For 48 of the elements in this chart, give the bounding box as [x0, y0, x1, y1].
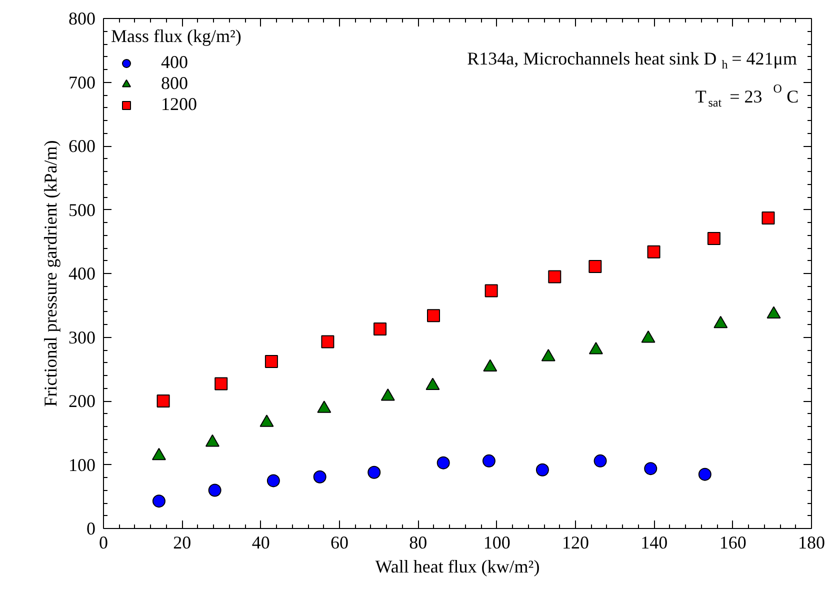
- y-tick-label: 400: [68, 264, 96, 284]
- point: [536, 463, 549, 476]
- point: [321, 335, 334, 348]
- point: [152, 494, 166, 508]
- point: [313, 470, 326, 484]
- x-tick-label: 100: [483, 532, 510, 552]
- y-tick-label: 700: [68, 72, 96, 92]
- legend-label: 1200: [161, 94, 197, 115]
- point: [707, 232, 720, 245]
- point: [644, 462, 658, 476]
- legend-label: 400: [161, 52, 188, 73]
- point: [698, 468, 712, 481]
- point: [156, 394, 170, 408]
- y-tick-label: 0: [86, 518, 96, 538]
- x-tick-label: 0: [99, 532, 108, 552]
- x-tick-label: 80: [409, 532, 428, 552]
- point: [214, 377, 228, 390]
- point: [208, 484, 222, 497]
- y-tick-label: 500: [68, 200, 96, 220]
- point: [588, 260, 602, 273]
- point: [266, 474, 280, 488]
- y-tick-label: 100: [68, 454, 96, 475]
- point: [482, 454, 496, 468]
- legend-label: 800: [161, 73, 188, 94]
- point: [427, 309, 440, 322]
- x-axis-title: Wall heat flux (kw/m²): [375, 556, 540, 576]
- legend-title: Mass flux (kg/m²): [111, 26, 242, 47]
- point: [436, 456, 450, 470]
- point: [374, 322, 387, 336]
- y-tick-label: 800: [68, 8, 96, 28]
- point: [264, 354, 278, 368]
- x-tick-label: 40: [252, 532, 270, 552]
- point: [368, 466, 381, 479]
- y-tick-label: 600: [68, 136, 96, 156]
- y-tick-label: 300: [68, 327, 96, 348]
- x-tick-label: 160: [719, 532, 746, 552]
- x-tick-label: 140: [640, 532, 668, 552]
- x-tick-label: 120: [562, 532, 589, 552]
- point: [484, 284, 498, 298]
- point: [594, 454, 607, 468]
- x-tick-label: 60: [330, 532, 348, 552]
- x-tick-label: 180: [798, 532, 825, 552]
- point: [762, 212, 775, 225]
- point: [548, 270, 562, 284]
- y-tick-label: 200: [68, 391, 96, 411]
- x-tick-label: 20: [173, 532, 192, 552]
- point: [647, 245, 660, 258]
- y-axis-title: Frictional pressure gardrient (kPa/m): [40, 140, 60, 407]
